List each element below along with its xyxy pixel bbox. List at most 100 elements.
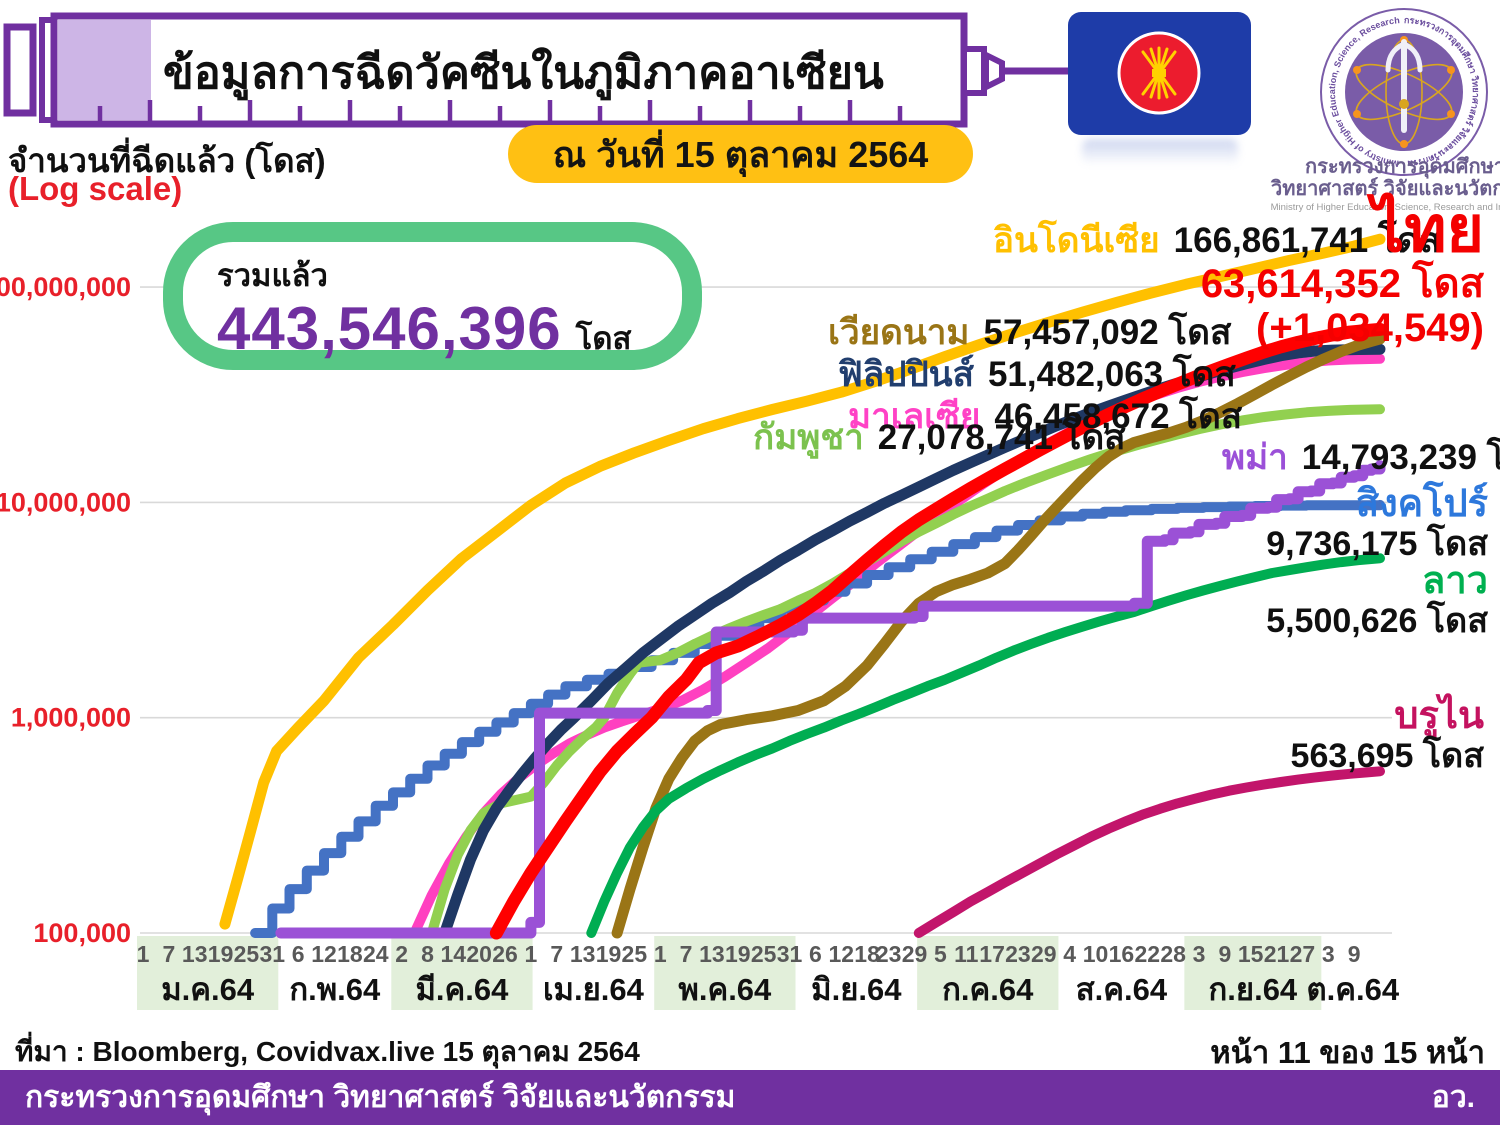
x-month-label-ส.ค.64: ส.ค.64 (1076, 972, 1168, 1007)
mhesi-seal-icon: กระทรวงการอุดมศึกษา วิทยาศาสตร์ วิจัยและ… (1318, 6, 1488, 176)
label-indonesia: อินโดนีเซีย 166,861,741 โดส (993, 213, 1441, 268)
series-line-indonesia (219, 233, 1386, 930)
x-day-tick: 1 (137, 941, 150, 967)
x-day-tick: 20 (466, 941, 492, 967)
label-vietnam: เวียดนาม 57,457,092 โดส (828, 305, 1231, 360)
x-day-tick: 15 (1238, 941, 1264, 967)
seal-trident-icon (1385, 39, 1423, 133)
x-month-label-มิ.ย.64: มิ.ย.64 (811, 972, 902, 1007)
month-band-ก.ย.64 (1184, 936, 1322, 1010)
x-month-label-ม.ค.64: ม.ค.64 (161, 972, 255, 1007)
mhesi-caption-line1: กระทรวงการอุดมศึกษา (1305, 156, 1500, 178)
label-brunei: บรูไน 563,695 โดส (1291, 695, 1484, 775)
x-day-tick: 7 (680, 941, 693, 967)
x-day-tick: 26 (492, 941, 518, 967)
label-myanmar: พม่า 14,793,239 โดส (1222, 430, 1500, 485)
x-month-label-ก.ค.64: ก.ค.64 (942, 972, 1034, 1007)
x-day-tick: 21 (1264, 941, 1290, 967)
y-tick-100000: 100,000 (33, 918, 131, 948)
syringe-plunger-flange (3, 23, 37, 117)
indonesia-name: อินโดนีเซีย (993, 221, 1160, 260)
philippines-name: ฟิลิปปินส์ (838, 355, 974, 394)
asean-paddy-sheaf-icon (1141, 46, 1177, 100)
flag-reflection (1082, 139, 1238, 165)
x-day-tick: 13 (699, 941, 725, 967)
x-day-tick: 25 (622, 941, 648, 967)
mhesi-caption: กระทรวงการอุดมศึกษา วิทยาศาสตร์ วิจัยและ… (1255, 156, 1500, 213)
x-day-tick: 19 (725, 941, 751, 967)
y-tick-10000000: 10,000,000 (0, 487, 131, 517)
malaysia-name: มาเลเซีย (848, 397, 981, 436)
x-day-tick: 12 (828, 941, 854, 967)
x-day-tick: 3 (1193, 941, 1206, 967)
x-day-tick: 18 (337, 941, 363, 967)
indonesia-value: 166,861,741 โดส (1173, 221, 1441, 260)
syringe-graphic (3, 12, 1068, 128)
x-month-label-มี.ค.64: มี.ค.64 (416, 972, 510, 1007)
thailand-name: ไทย (1372, 193, 1484, 265)
x-day-tick: 5 (934, 941, 947, 967)
footer-ministry-abbr: อว. (1431, 1081, 1475, 1114)
month-band-พ.ค.64 (654, 936, 796, 1010)
total-doses-card: รวมแล้ว 443,546,396 โดส (163, 222, 702, 370)
myanmar-value: 14,793,239 โดส (1301, 438, 1500, 477)
x-day-tick: 23 (1005, 941, 1031, 967)
vietnam-name: เวียดนาม (828, 313, 970, 352)
y-tick-100000000: 100,000,000 (0, 272, 131, 302)
total-unit: โดส (575, 321, 632, 356)
x-day-tick: 29 (1031, 941, 1057, 967)
series-line-vietnam (611, 333, 1386, 939)
x-day-tick: 14 (441, 941, 467, 967)
x-day-tick: 31 (260, 941, 286, 967)
month-band-มี.ค.64 (391, 936, 533, 1010)
label-cambodia: กัมพูชา 27,078,741 โดส (753, 410, 1126, 465)
singapore-value: 9,736,175 โดส (1266, 525, 1488, 563)
x-day-tick: 25 (234, 941, 260, 967)
x-day-tick: 17 (979, 941, 1005, 967)
x-day-tick: 8 (421, 941, 434, 967)
series-line-singapore (250, 499, 1385, 938)
x-day-tick: 6 (292, 941, 305, 967)
total-value: 443,546,396 (217, 295, 562, 362)
seal-trident-ornament (1399, 99, 1409, 109)
x-day-tick: 23 (876, 941, 902, 967)
seal-electrons (1353, 36, 1455, 148)
series-line-brunei (913, 766, 1385, 938)
total-value-row: 443,546,396 โดส (217, 294, 682, 363)
syringe-scale-ticks (97, 100, 903, 121)
y-axis-title: จำนวนที่ฉีดแล้ว (โดส) (8, 142, 326, 179)
x-day-tick: 18 (854, 941, 880, 967)
laos-value: 5,500,626 โดส (1266, 602, 1488, 640)
x-day-tick: 7 (162, 941, 175, 967)
footer-bar: กระทรวงการอุดมศึกษา วิทยาศาสตร์ วิจัยและ… (0, 1070, 1500, 1125)
x-day-tick: 12 (311, 941, 337, 967)
x-day-tick: 1 (654, 941, 667, 967)
label-thailand: ไทย 63,614,352 โดส (+1,034,549) (1201, 196, 1484, 350)
label-philippines: ฟิลิปปินส์ 51,482,063 โดส (838, 347, 1236, 402)
x-day-tick: 6 (809, 941, 822, 967)
label-malaysia: มาเลเซีย 46,458,672 โดส (848, 389, 1242, 444)
x-month-label-ก.ย.64: ก.ย.64 (1209, 972, 1298, 1007)
cambodia-name: กัมพูชา (753, 418, 864, 457)
y-axis-scale-note: (Log scale) (8, 170, 183, 207)
x-day-tick: 4 (1063, 941, 1076, 967)
singapore-name: สิงคโปร์ (1355, 483, 1488, 525)
mhesi-caption-line3: Ministry of Higher Education, Science, R… (1270, 201, 1500, 213)
thailand-value: 63,614,352 โดส (1200, 262, 1484, 306)
x-month-label-ก.พ.64: ก.พ.64 (289, 972, 381, 1007)
x-day-tick: 3 (1322, 941, 1335, 967)
x-day-tick: 2 (395, 941, 408, 967)
x-day-tick: 10 (1083, 941, 1109, 967)
x-day-tick: 19 (208, 941, 234, 967)
x-day-tick: 11 (954, 941, 979, 967)
philippines-value: 51,482,063 โดส (987, 355, 1236, 394)
label-laos: ลาว 5,500,626 โดส (1266, 560, 1488, 640)
brunei-value: 563,695 โดส (1290, 737, 1484, 775)
vietnam-value: 57,457,092 โดส (983, 313, 1232, 352)
month-band-ก.ค.64 (917, 936, 1059, 1010)
x-day-tick: 9 (1348, 941, 1361, 967)
source-citation: ที่มา : Bloomberg, Covidvax.live 15 ตุลา… (15, 1036, 640, 1067)
syringe-fill-level (58, 20, 151, 120)
as-of-date-badge: ณ วันที่ 15 ตุลาคม 2564 (508, 125, 973, 183)
